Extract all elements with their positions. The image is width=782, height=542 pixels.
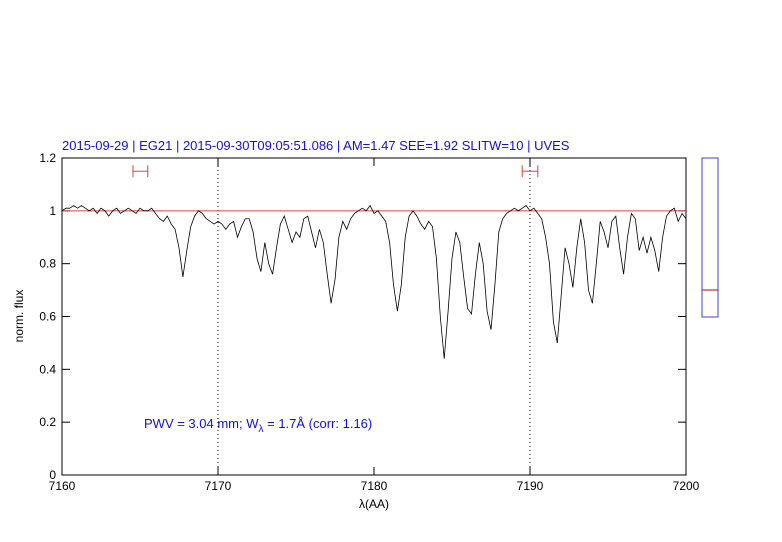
y-tick-label: 1 (49, 204, 56, 218)
chart-title: 2015-09-29 | EG21 | 2015-09-30T09:05:51.… (62, 138, 570, 153)
y-tick-label: 0.6 (39, 310, 56, 324)
y-tick-label: 0.2 (39, 415, 56, 429)
spectrum-line (61, 204, 687, 359)
x-tick-label: 7200 (673, 479, 700, 493)
y-tick-label: 0.8 (39, 257, 56, 271)
x-axis-label: λ(AA) (359, 497, 389, 511)
x-tick-label: 7180 (361, 479, 388, 493)
annotation-text: PWV = 3.04 mm; W (144, 416, 259, 431)
side-box (701, 157, 719, 318)
y-tick-label: 1.2 (39, 151, 56, 165)
x-tick-label: 7160 (49, 479, 76, 493)
y-tick-label: 0 (49, 468, 56, 482)
y-tick-label: 0.4 (39, 362, 56, 376)
x-tick-label: 7190 (517, 479, 544, 493)
annotation-text: = 1.7Å (corr: 1.16) (264, 416, 373, 431)
x-tick-label: 7170 (205, 479, 232, 493)
annotation-subscript: λ (259, 424, 264, 435)
annotation: PWV = 3.04 mm; Wλ = 1.7Å (corr: 1.16) (144, 416, 372, 435)
y-axis-label: norm. flux (12, 290, 26, 343)
